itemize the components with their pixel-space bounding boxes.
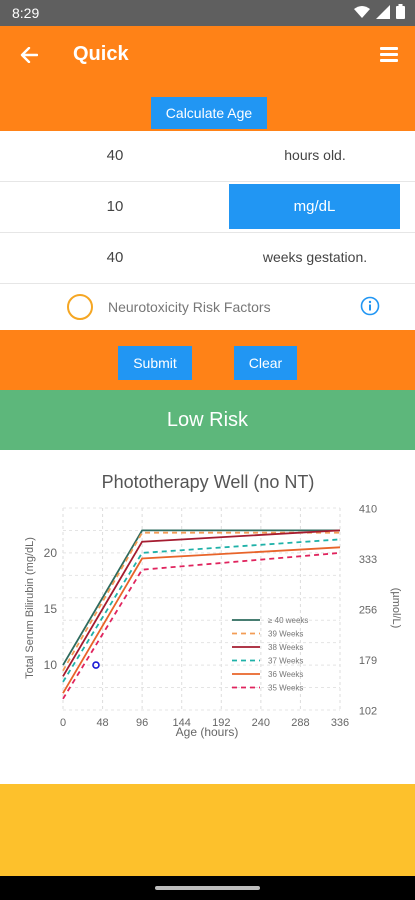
page-title: Quick (73, 43, 129, 65)
bilirubin-input[interactable]: 10 (106, 198, 124, 215)
legend-label: 36 Weeks (268, 670, 303, 679)
chart-legend: ≥ 40 weeks 39 Weeks 38 Weeks 37 Weeks 36 Wee… (232, 616, 308, 693)
legend-label: ≥ 40 weeks (268, 616, 308, 625)
x-tick-label: 48 (96, 717, 108, 729)
chart-title: Phototherapy Well (no NT) (102, 472, 315, 492)
risk-factors-label: Neurotoxicity Risk Factors (108, 299, 271, 315)
menu-icon-bar (380, 59, 398, 62)
x-tick-label: 336 (331, 717, 349, 729)
action-bar: Submit Clear (0, 330, 415, 390)
risk-factors-row: Neurotoxicity Risk Factors (0, 284, 415, 330)
submit-button[interactable]: Submit (118, 346, 192, 380)
x-tick-label: 144 (173, 717, 191, 729)
calculate-age-button[interactable]: Calculate Age (151, 97, 267, 129)
navigation-bar (0, 876, 415, 900)
series-line (62, 529, 340, 666)
chart-series (62, 529, 341, 700)
patient-point (92, 661, 100, 669)
result-banner: Low Risk (0, 390, 415, 450)
y-tick-label: 10 (44, 658, 58, 672)
menu-button[interactable] (377, 44, 401, 66)
y2-tick-label: 179 (359, 655, 377, 667)
status-icons (354, 4, 405, 19)
signal-icon (376, 4, 390, 19)
footer-banner (0, 784, 415, 876)
battery-icon (396, 4, 405, 19)
wifi-icon (354, 5, 370, 18)
y2-axis-label: (µmol/L) (390, 588, 402, 629)
age-input[interactable]: 40 (106, 147, 124, 164)
series-line (62, 552, 341, 700)
y2-tick-label: 102 (359, 705, 377, 717)
risk-factors-radio[interactable] (67, 294, 93, 320)
bilirubin-chart: Phototherapy Well (no NT) 0 48 96 144 192 240… (24, 472, 402, 739)
chart-ticks: 0 48 96 144 192 240 288 336 10 15 20 102 179 256 333 41… (44, 503, 378, 729)
unit-toggle-button[interactable]: mg/dL (229, 184, 400, 229)
series-line (62, 546, 341, 694)
bilirubin-row: 10 mg/dL (0, 182, 415, 233)
chart-area: Phototherapy Well (no NT) 0 48 96 144 192 240… (0, 460, 415, 780)
status-bar: 8:29 (0, 0, 415, 26)
x-tick-label: 240 (252, 717, 270, 729)
gestation-unit-label: weeks gestation. (262, 249, 368, 265)
app-bar: Quick Calculate Age (0, 26, 415, 131)
series-line (62, 538, 341, 683)
gestation-input[interactable]: 40 (106, 249, 124, 266)
series-line (62, 531, 340, 672)
chart-points (92, 661, 100, 669)
menu-icon-bar (380, 53, 398, 56)
clear-button[interactable]: Clear (234, 346, 297, 380)
legend-label: 37 Weeks (268, 657, 303, 666)
age-row: 40 hours old. (0, 131, 415, 182)
back-button[interactable] (14, 40, 44, 70)
info-icon[interactable] (360, 296, 380, 316)
y2-tick-label: 333 (359, 554, 377, 566)
y-tick-label: 20 (44, 546, 58, 560)
home-handle[interactable] (155, 886, 260, 890)
gestation-row: 40 weeks gestation. (0, 233, 415, 284)
status-time: 8:29 (12, 5, 40, 21)
y2-tick-label: 256 (359, 604, 377, 616)
x-axis-label: Age (hours) (176, 725, 239, 739)
legend-label: 38 Weeks (268, 643, 303, 652)
legend-label: 39 Weeks (268, 630, 303, 639)
arrow-left-icon (20, 47, 38, 63)
x-tick-label: 288 (291, 717, 309, 729)
y-axis-label: Total Serum Bilirubin (mg/dL) (24, 537, 36, 679)
x-tick-label: 0 (60, 717, 66, 729)
menu-icon (380, 47, 398, 50)
age-unit-label: hours old. (284, 147, 346, 163)
y2-tick-label: 410 (359, 503, 377, 515)
x-tick-label: 96 (136, 717, 148, 729)
x-tick-label: 192 (212, 717, 230, 729)
series-line (62, 529, 341, 677)
y-tick-label: 15 (44, 602, 58, 616)
legend-label: 35 Weeks (268, 684, 303, 693)
